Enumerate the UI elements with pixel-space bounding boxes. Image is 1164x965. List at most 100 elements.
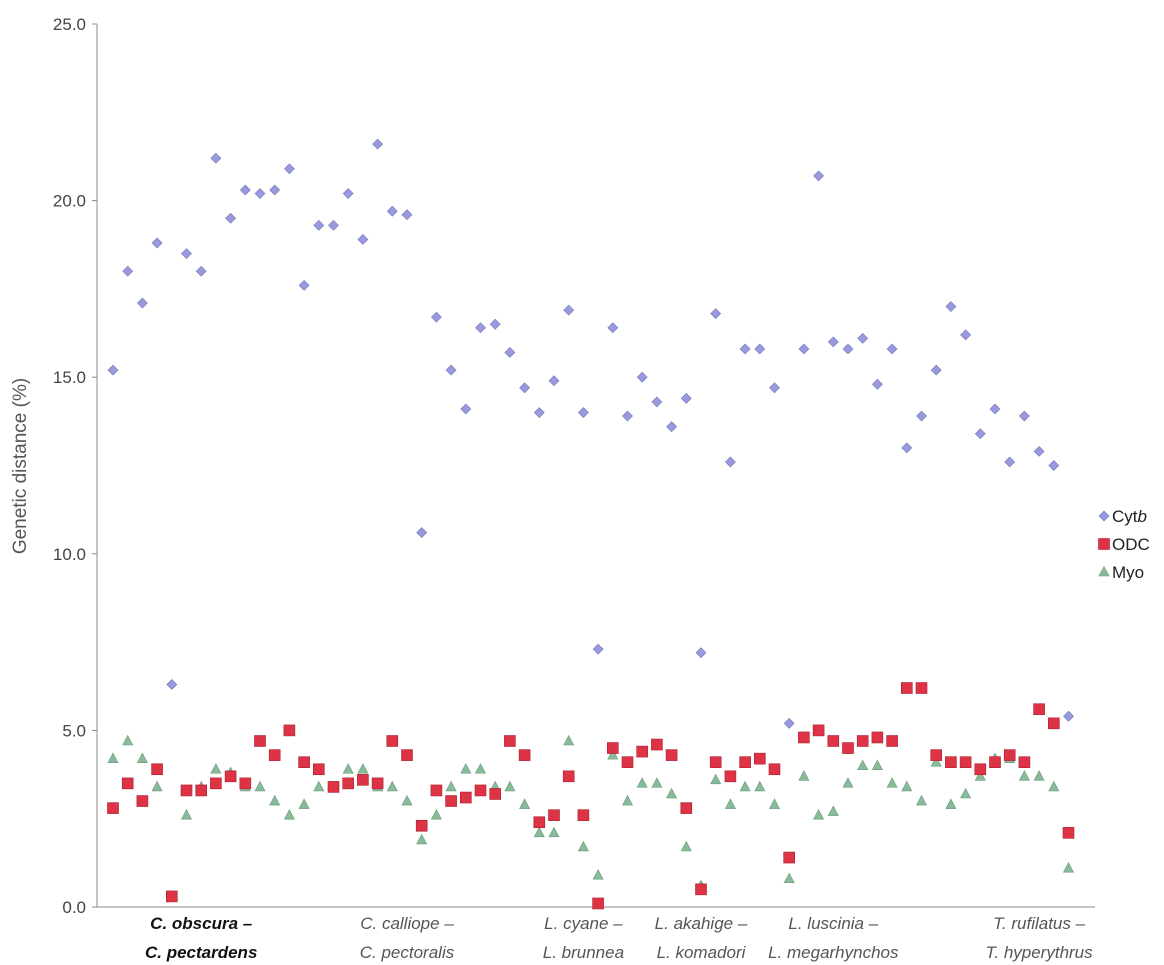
- cytb-point: [416, 527, 428, 539]
- odc-point: [886, 735, 898, 747]
- myo-point: [901, 780, 913, 792]
- odc-point: [195, 784, 207, 797]
- cytb-point: [460, 403, 472, 415]
- legend-label-odc: ODC: [1112, 535, 1150, 554]
- myo-point: [401, 794, 413, 806]
- myo-point: [519, 798, 531, 809]
- cytb-point: [372, 138, 384, 150]
- odc-point: [166, 890, 178, 903]
- cytb-point: [724, 456, 736, 468]
- legend-marker-odc: [1098, 538, 1110, 550]
- category-labels: C. obscura – C. pectardens C. calliope – C.…: [145, 914, 1093, 962]
- y-axis-label: Genetic distance (%): [10, 378, 31, 554]
- odc-point: [621, 756, 634, 768]
- odc-point: [856, 735, 869, 747]
- cytb-point: [636, 371, 648, 383]
- odc-point: [386, 735, 399, 747]
- odc-point: [1003, 749, 1016, 761]
- cytb-point: [1004, 456, 1016, 468]
- cytb-point: [225, 212, 237, 224]
- cytb-point: [592, 643, 604, 655]
- odc-point: [871, 731, 884, 744]
- myo-point: [783, 872, 795, 884]
- odc-point: [592, 897, 604, 910]
- cytb-point: [651, 396, 663, 408]
- myo-point: [577, 840, 589, 852]
- myo-point: [842, 777, 854, 788]
- myo-point: [1048, 780, 1060, 792]
- cytb-point: [445, 364, 457, 376]
- odc-point: [930, 749, 943, 761]
- cytb-point: [489, 318, 501, 330]
- odc-point: [489, 788, 502, 800]
- cytb-point: [151, 237, 163, 249]
- myo-point: [945, 798, 957, 809]
- cytb-point: [328, 219, 339, 231]
- cytb-point: [519, 382, 531, 394]
- cytb-point: [533, 407, 545, 418]
- cytb-point: [107, 364, 119, 376]
- myo-point: [533, 826, 545, 838]
- legend-label-italic: b: [1138, 507, 1147, 526]
- y-tick-label: 5.0: [62, 721, 86, 740]
- myo-point: [181, 809, 192, 820]
- odc-point: [562, 770, 575, 783]
- y-tick-label: 15.0: [53, 368, 86, 387]
- cytb-point: [622, 410, 633, 422]
- cytb-point: [577, 407, 589, 418]
- odc-point: [342, 777, 355, 790]
- odc-point: [945, 756, 957, 768]
- myo-point: [739, 780, 751, 792]
- data-points: [107, 138, 1075, 910]
- odc-point: [268, 749, 281, 761]
- myo-point: [460, 763, 472, 774]
- odc-point: [518, 749, 531, 761]
- odc-point: [224, 770, 237, 783]
- myo-point: [1063, 862, 1074, 873]
- odc-point: [210, 777, 222, 790]
- myo-point: [342, 763, 354, 774]
- myo-point: [151, 780, 163, 792]
- odc-point: [504, 735, 516, 747]
- cytb-point: [283, 163, 295, 175]
- cytb-point: [842, 343, 854, 355]
- myo-point: [445, 780, 457, 792]
- odc-point: [577, 809, 590, 821]
- cytb-point: [680, 392, 692, 404]
- cytb-point: [386, 205, 398, 217]
- odc-point: [1062, 827, 1075, 839]
- myo-point: [930, 756, 942, 767]
- category-label-line1: L. akahige –: [655, 914, 748, 933]
- myo-point: [636, 777, 648, 788]
- odc-point: [283, 724, 296, 737]
- cytb-point: [504, 347, 516, 358]
- cytb-point: [916, 410, 927, 422]
- odc-point: [709, 756, 722, 768]
- odc-point: [533, 816, 546, 829]
- odc-point: [136, 795, 149, 807]
- cytb-point: [871, 378, 883, 390]
- cytb-point: [195, 265, 207, 277]
- category-label-line2: T. hyperythrus: [986, 943, 1094, 962]
- odc-point: [151, 763, 163, 776]
- odc-point: [298, 756, 310, 768]
- odc-point: [739, 756, 751, 768]
- odc-point: [401, 749, 413, 761]
- myo-point: [813, 809, 825, 820]
- myo-point: [622, 794, 633, 806]
- cytb-point: [710, 308, 722, 320]
- cytb-point: [695, 647, 707, 659]
- category-label-line1: L. cyane –: [544, 914, 623, 933]
- odc-point: [415, 819, 428, 832]
- category-label-line2: C. pectardens: [145, 943, 257, 962]
- odc-point: [842, 742, 854, 754]
- cytb-point: [857, 332, 869, 344]
- odc-point: [430, 784, 443, 797]
- odc-point: [474, 784, 487, 797]
- cytb-point: [122, 265, 134, 277]
- myo-point: [857, 759, 869, 771]
- myo-point: [827, 805, 839, 816]
- odc-point: [357, 774, 369, 786]
- cytb-point: [754, 343, 766, 355]
- category-label-line2: L. megarhynchos: [768, 943, 899, 962]
